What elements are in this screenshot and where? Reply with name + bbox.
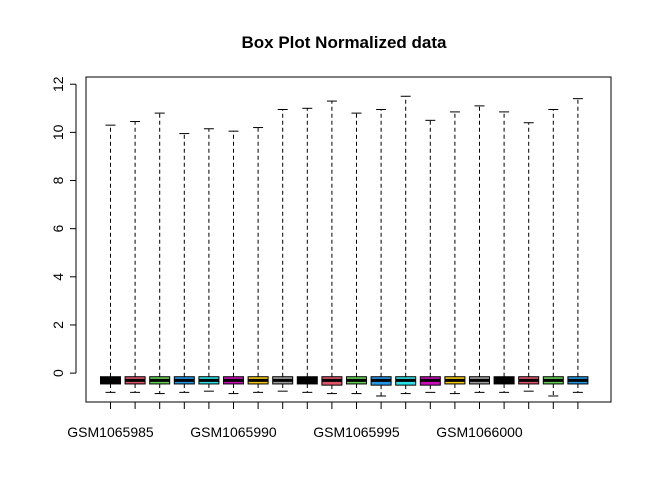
box-item bbox=[198, 128, 220, 392]
x-axis: GSM1065985 GSM1065990 GSM1065995 GSM1066000 bbox=[67, 401, 579, 440]
box-item bbox=[124, 121, 146, 393]
y-tick-label: 12 bbox=[50, 76, 66, 92]
box-item bbox=[493, 111, 515, 393]
box-item bbox=[518, 122, 540, 392]
y-tick-label: 0 bbox=[50, 369, 66, 377]
plot-frame bbox=[85, 76, 612, 403]
box-item bbox=[346, 112, 367, 395]
x-tick-label: GSM1065985 bbox=[67, 424, 154, 440]
box-item bbox=[395, 95, 417, 395]
box-item bbox=[296, 107, 318, 393]
box-item bbox=[223, 130, 244, 395]
y-axis: 0 2 4 6 8 10 12 bbox=[50, 76, 77, 377]
box-item bbox=[419, 119, 441, 393]
boxes-group bbox=[100, 95, 589, 397]
box-item bbox=[567, 98, 589, 393]
y-tick-label: 10 bbox=[50, 124, 66, 140]
box-item bbox=[173, 133, 195, 393]
y-tick-label: 8 bbox=[50, 176, 66, 184]
box-item bbox=[247, 127, 269, 393]
box-item bbox=[542, 109, 564, 397]
y-tick-label: 6 bbox=[50, 225, 66, 233]
y-tick-label: 4 bbox=[50, 273, 66, 281]
box-item bbox=[469, 105, 490, 393]
x-tick-label: GSM1066000 bbox=[436, 424, 523, 440]
x-tick-label: GSM1065990 bbox=[190, 424, 277, 440]
box-item bbox=[370, 109, 392, 397]
box-item bbox=[149, 112, 171, 395]
box-item bbox=[272, 109, 294, 392]
x-tick-label: GSM1065995 bbox=[313, 424, 400, 440]
box-item bbox=[100, 124, 121, 393]
y-tick-label: 2 bbox=[50, 321, 66, 329]
box-item bbox=[444, 111, 466, 395]
chart-title: Box Plot Normalized data bbox=[242, 33, 448, 52]
box-item bbox=[321, 100, 343, 395]
